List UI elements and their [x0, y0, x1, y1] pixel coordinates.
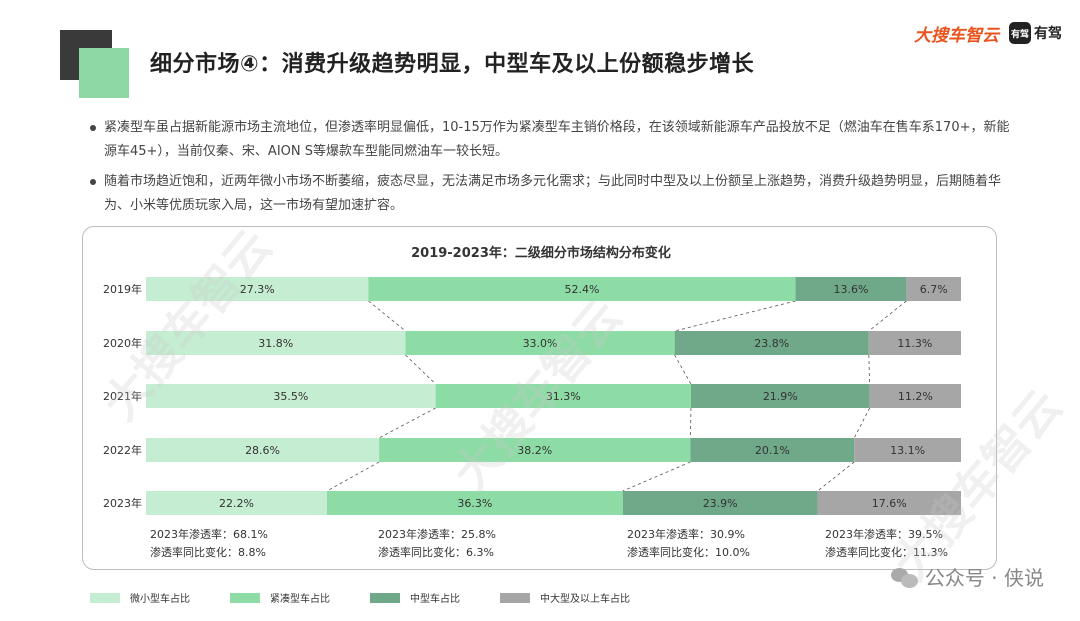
- bar-segment: [690, 438, 855, 462]
- annotation-penetration-rate: 2023年渗透率：30.9%: [627, 527, 745, 541]
- bar-segment: [379, 438, 691, 462]
- category-label: 2021年: [103, 389, 142, 403]
- bar-segment: [146, 277, 369, 301]
- data-label: 21.9%: [763, 390, 798, 403]
- data-label: 52.4%: [565, 283, 600, 296]
- legend-item: 微小型车占比: [90, 590, 190, 605]
- brand-logo-youjia: 有驾 有驾: [1009, 22, 1062, 44]
- data-label: 33.0%: [523, 337, 558, 350]
- category-label: 2019年: [103, 282, 142, 296]
- annotation-penetration-rate: 2023年渗透率：39.5%: [825, 527, 943, 541]
- legend-swatch: [500, 592, 530, 603]
- bar-segment: [868, 331, 961, 355]
- data-label: 23.8%: [754, 337, 789, 350]
- bar-segment: [854, 438, 961, 462]
- annotation-penetration-rate: 2023年渗透率：25.8%: [378, 527, 496, 541]
- data-label: 11.3%: [897, 337, 932, 350]
- youjia-icon: 有驾: [1009, 22, 1031, 44]
- connector-line: [817, 461, 855, 492]
- legend-swatch: [230, 592, 260, 603]
- bar-segment: [795, 277, 907, 301]
- data-label: 23.9%: [703, 497, 738, 510]
- data-label: 31.8%: [258, 337, 293, 350]
- legend-item: 中型车占比: [370, 590, 460, 605]
- legend-label: 中型车占比: [410, 594, 460, 605]
- data-label: 31.3%: [546, 390, 581, 403]
- bar-segment: [405, 331, 675, 355]
- category-label: 2020年: [103, 336, 142, 350]
- youjia-label: 有驾: [1034, 26, 1062, 42]
- bar-segment: [435, 384, 691, 408]
- decor-square-green: [79, 48, 129, 98]
- data-label: 17.6%: [872, 497, 907, 510]
- connector-line: [368, 300, 406, 332]
- bullet-list: 紧凑型车虽占据新能源市场主流地位，但渗透率明显偏低，10-15万作为紧凑型车主销…: [88, 116, 1018, 224]
- bar-segment: [622, 491, 818, 515]
- data-label: 38.2%: [517, 444, 552, 457]
- legend-swatch: [370, 592, 400, 603]
- connector-line: [622, 461, 691, 492]
- annotation-yoy-change: 渗透率同比变化：10.0%: [627, 545, 750, 559]
- bar-segment: [368, 277, 796, 301]
- connector-line: [868, 300, 907, 332]
- connector-line: [405, 354, 436, 385]
- legend-item: 中大型及以上车占比: [500, 590, 630, 605]
- brand-logos: 大搜车智云 有驾 有驾: [914, 20, 1062, 46]
- annotation-yoy-change: 渗透率同比变化：11.3%: [825, 545, 948, 559]
- annotation-yoy-change: 渗透率同比变化：6.3%: [378, 545, 494, 559]
- connector-line: [868, 354, 871, 385]
- annotation-yoy-change: 渗透率同比变化：8.8%: [150, 545, 266, 559]
- bar-segment: [146, 384, 436, 408]
- page-title: 细分市场④：消费升级趋势明显，中型车及以上份额稳步增长: [150, 52, 755, 77]
- chart-panel: [82, 226, 997, 570]
- chart-title: 2019-2023年：二级细分市场结构分布变化: [411, 245, 671, 261]
- data-label: 20.1%: [755, 444, 790, 457]
- category-label: 2022年: [103, 443, 142, 457]
- connector-line: [326, 461, 380, 492]
- brand-logo-dasouche: 大搜车智云: [914, 25, 999, 46]
- legend-label: 中大型及以上车占比: [540, 594, 630, 605]
- data-label: 22.2%: [219, 497, 254, 510]
- data-label: 36.3%: [457, 497, 492, 510]
- connector-line: [674, 300, 796, 332]
- legend-label: 紧凑型车占比: [270, 594, 330, 605]
- bar-segment: [869, 384, 961, 408]
- bar-segment: [690, 384, 870, 408]
- source-text: 公众号 · 侠说: [924, 566, 1044, 590]
- chart-legend: 微小型车占比 紧凑型车占比 中型车占比 中大型及以上车占比: [90, 590, 670, 605]
- data-label: 13.1%: [890, 444, 925, 457]
- connector-line: [378, 407, 436, 439]
- connector-line: [690, 407, 692, 439]
- legend-label: 微小型车占比: [130, 594, 190, 605]
- bar-segment: [146, 491, 327, 515]
- category-label: 2023年: [103, 496, 142, 510]
- legend-swatch: [90, 592, 120, 603]
- data-label: 28.6%: [245, 444, 280, 457]
- bar-segment: [146, 331, 406, 355]
- connector-line: [853, 407, 870, 439]
- data-label: 27.3%: [240, 283, 275, 296]
- bar-segment: [326, 491, 623, 515]
- bar-segment: [906, 277, 961, 301]
- data-label: 6.7%: [920, 283, 948, 296]
- source-credit: 公众号 · 侠说: [890, 562, 1044, 591]
- legend-item: 紧凑型车占比: [230, 590, 330, 605]
- annotation-penetration-rate: 2023年渗透率：68.1%: [150, 527, 268, 541]
- bar-segment: [674, 331, 869, 355]
- data-label: 11.2%: [898, 390, 933, 403]
- connector-line: [674, 354, 692, 385]
- data-label: 13.6%: [833, 283, 868, 296]
- bar-segment: [817, 491, 961, 515]
- wechat-icon: [890, 566, 919, 588]
- bar-segment: [146, 438, 380, 462]
- bullet-item: 紧凑型车虽占据新能源市场主流地位，但渗透率明显偏低，10-15万作为紧凑型车主销…: [88, 116, 1018, 164]
- data-label: 35.5%: [273, 390, 308, 403]
- bullet-item: 随着市场趋近饱和，近两年微小市场不断萎缩，疲态尽显，无法满足市场多元化需求；与此…: [88, 170, 1018, 218]
